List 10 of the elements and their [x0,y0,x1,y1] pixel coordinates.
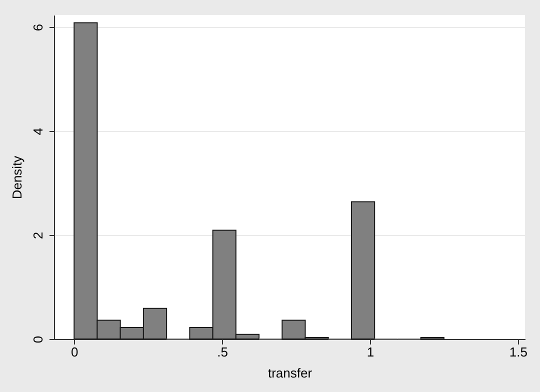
x-tick-label: .5 [217,344,228,360]
x-tick-label: 1 [366,344,374,360]
y-tick-label: 6 [30,24,46,32]
y-tick-label: 0 [30,336,46,344]
x-tick-label: 0 [71,344,78,360]
y-axis-title: Density [10,155,24,200]
y-tick-label: 4 [30,128,46,136]
x-tick-label: 1.5 [509,344,528,360]
y-tick-label: 2 [30,232,46,240]
x-axis-title: transfer [268,366,313,380]
